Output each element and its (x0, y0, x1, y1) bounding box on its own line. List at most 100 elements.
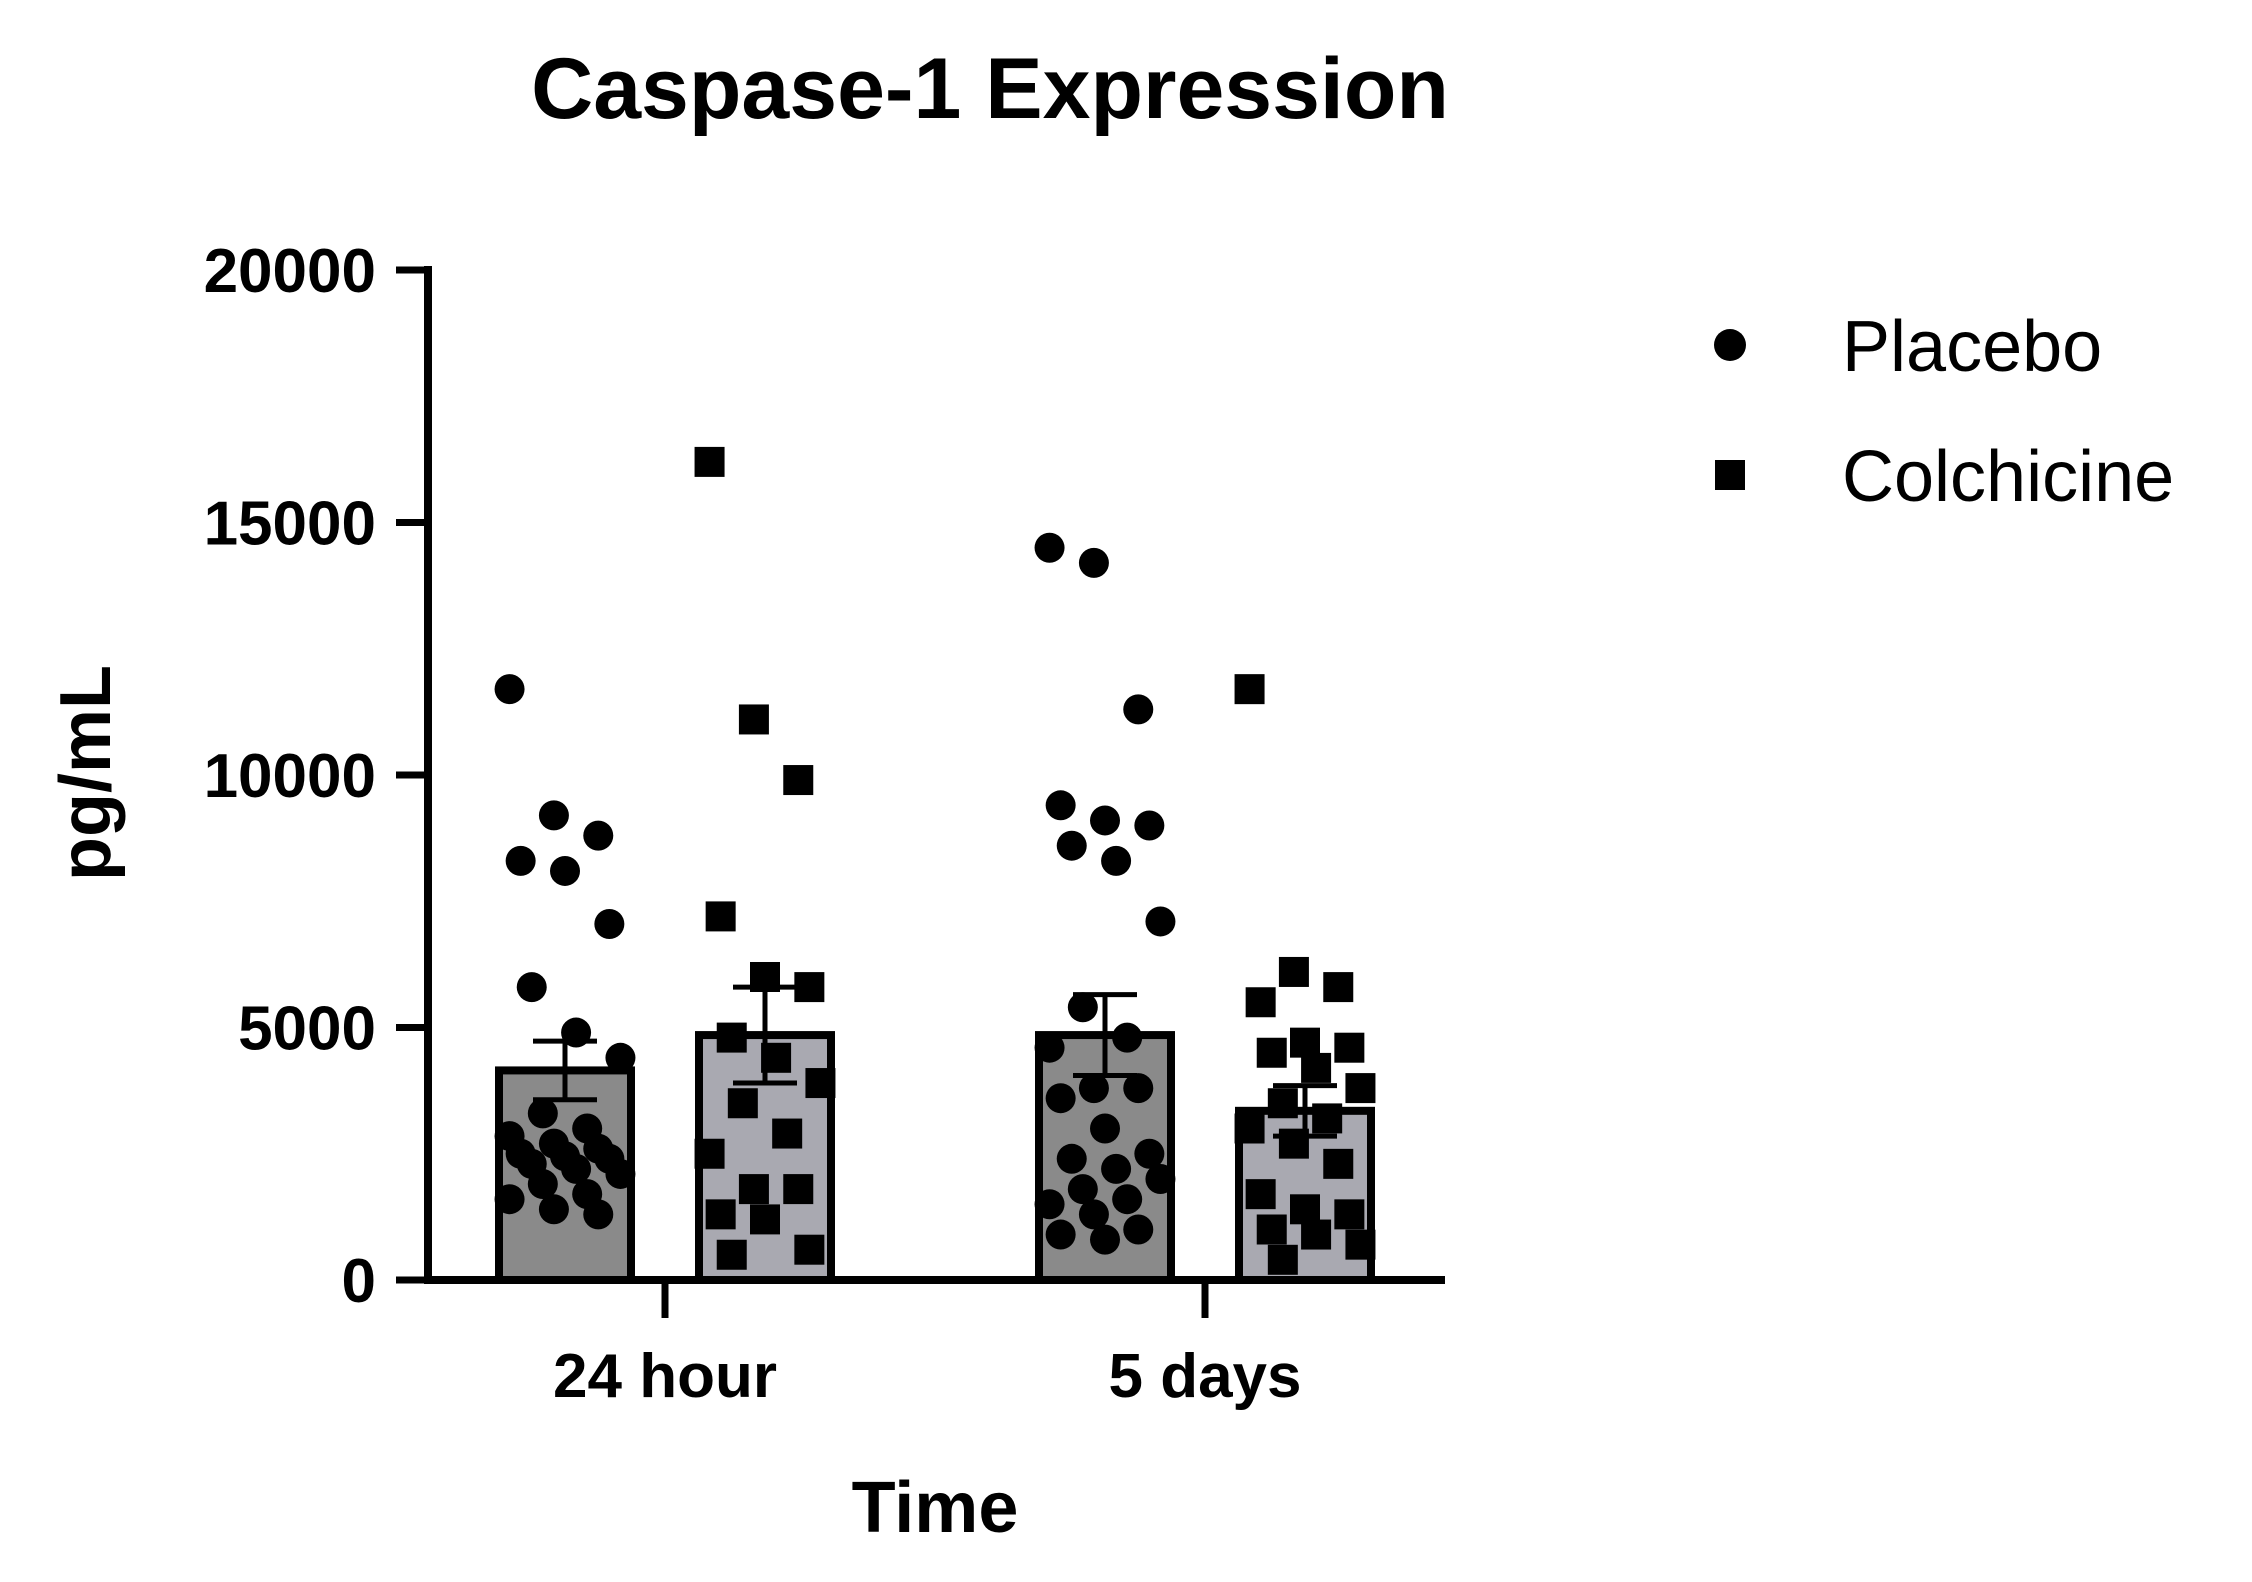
data-point-colchicine (1290, 1027, 1320, 1058)
data-point-colchicine (1334, 1199, 1365, 1230)
data-point-placebo (1101, 1153, 1132, 1184)
data-point-placebo (1145, 906, 1176, 937)
data-point-colchicine (705, 901, 736, 932)
x-tick-label: 5 days (1108, 1342, 1301, 1411)
data-point-placebo (1134, 1138, 1165, 1169)
data-point-placebo (538, 1194, 569, 1225)
data-point-placebo (561, 1153, 592, 1184)
data-point-colchicine (1323, 972, 1354, 1003)
y-tick-label: 10000 (204, 742, 376, 811)
y-axis-ticks: 0 5000 10000 15000 20000 (204, 237, 428, 1316)
data-point-placebo (538, 800, 569, 831)
data-point-colchicine (805, 1068, 836, 1099)
data-point-colchicine (738, 704, 769, 735)
data-point-placebo (505, 845, 536, 876)
data-point-colchicine (694, 1138, 725, 1169)
x-axis-label: Time (852, 1468, 1019, 1548)
data-point-colchicine (1256, 1214, 1287, 1245)
y-tick-label: 20000 (204, 237, 376, 306)
data-points (494, 446, 1376, 1275)
data-point-colchicine (716, 1022, 747, 1053)
data-point-colchicine (1290, 1194, 1320, 1225)
y-tick-label: 15000 (204, 490, 376, 559)
data-point-placebo (1067, 992, 1098, 1023)
axes (424, 266, 1445, 1284)
data-point-placebo (1034, 1032, 1065, 1063)
legend: Placebo Colchicine (1714, 307, 2174, 517)
x-tick-label: 24 hour (553, 1342, 777, 1411)
data-point-placebo (605, 1158, 636, 1189)
data-point-placebo (605, 1042, 636, 1073)
data-point-placebo (494, 1184, 525, 1215)
y-tick-label: 0 (342, 1247, 376, 1316)
data-point-placebo (1145, 1164, 1176, 1194)
data-point-colchicine (783, 765, 814, 796)
data-point-placebo (1056, 1143, 1087, 1174)
x-axis-ticks: 24 hour 5 days (553, 1280, 1302, 1411)
legend-marker-placebo (1714, 329, 1746, 361)
data-point-colchicine (738, 1174, 769, 1205)
data-point-placebo (1067, 1174, 1098, 1205)
data-point-colchicine (1245, 1179, 1276, 1210)
data-point-placebo (1112, 1184, 1143, 1215)
legend-label: Placebo (1842, 307, 2102, 387)
data-point-colchicine (1278, 956, 1309, 987)
data-point-colchicine (794, 1234, 825, 1265)
data-point-placebo (1045, 1083, 1076, 1114)
data-point-placebo (527, 1169, 558, 1200)
data-point-placebo (1090, 1113, 1120, 1144)
data-point-colchicine (1234, 1113, 1265, 1144)
data-point-colchicine (1345, 1073, 1376, 1104)
data-point-placebo (550, 855, 580, 886)
data-point-placebo (1090, 805, 1120, 836)
data-point-colchicine (716, 1239, 747, 1270)
data-point-placebo (583, 820, 614, 851)
data-point-placebo (516, 972, 547, 1003)
data-point-placebo (1078, 547, 1109, 578)
data-point-placebo (1123, 1073, 1154, 1104)
data-point-colchicine (1256, 1037, 1287, 1068)
data-point-placebo (1112, 1022, 1143, 1053)
y-axis-label: pg/mL (46, 665, 126, 881)
data-point-colchicine (1345, 1229, 1376, 1260)
data-point-placebo (1056, 830, 1087, 861)
data-point-placebo (1123, 694, 1154, 725)
data-point-colchicine (1245, 987, 1276, 1018)
data-point-colchicine (705, 1199, 736, 1230)
data-point-colchicine (727, 1088, 758, 1119)
legend-label: Colchicine (1842, 437, 2174, 517)
data-point-colchicine (1234, 674, 1265, 705)
data-point-placebo (583, 1199, 614, 1230)
data-point-placebo (1045, 1219, 1076, 1250)
data-point-placebo (1134, 810, 1165, 841)
data-point-colchicine (1323, 1148, 1354, 1179)
data-point-placebo (1123, 1214, 1154, 1245)
data-point-placebo (594, 908, 625, 939)
data-point-colchicine (1301, 1052, 1332, 1083)
data-point-colchicine (694, 446, 725, 477)
data-point-colchicine (750, 1204, 780, 1235)
y-tick-label: 5000 (238, 995, 376, 1064)
data-point-colchicine (794, 972, 825, 1003)
data-point-placebo (1034, 1189, 1065, 1220)
data-point-placebo (1090, 1224, 1120, 1255)
data-point-placebo (527, 1098, 558, 1129)
data-point-colchicine (1334, 1032, 1365, 1063)
data-point-colchicine (783, 1174, 814, 1205)
error-bars (533, 984, 1337, 1139)
data-point-placebo (1045, 790, 1076, 821)
data-point-placebo (1078, 1199, 1109, 1230)
legend-marker-colchicine (1715, 460, 1745, 490)
data-point-placebo (494, 674, 525, 705)
bars (495, 1031, 1375, 1285)
chart-title: Caspase-1 Expression (531, 41, 1449, 137)
data-point-placebo (1034, 532, 1065, 563)
data-point-colchicine (1301, 1219, 1332, 1250)
data-point-placebo (1101, 845, 1132, 876)
data-point-colchicine (1267, 1244, 1298, 1275)
data-point-colchicine (1267, 1088, 1298, 1119)
data-point-placebo (1078, 1073, 1109, 1104)
data-point-colchicine (772, 1118, 803, 1149)
data-point-colchicine (1312, 1103, 1343, 1134)
